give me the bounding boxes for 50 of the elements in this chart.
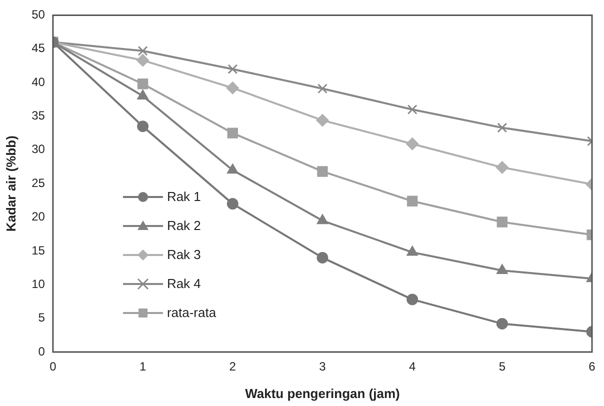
y-tick-label: 50	[32, 8, 46, 22]
y-tick-label: 20	[32, 210, 46, 224]
y-tick-label: 35	[32, 108, 46, 123]
legend-label: rata-rata	[166, 305, 216, 320]
point	[228, 64, 238, 74]
y-tick-label: 40	[32, 74, 46, 89]
point	[226, 198, 238, 210]
point	[317, 166, 328, 177]
point	[496, 216, 508, 228]
point	[496, 264, 508, 274]
point	[406, 246, 418, 256]
point	[226, 82, 239, 94]
point	[136, 54, 150, 67]
point	[496, 161, 508, 174]
point	[138, 46, 148, 56]
x-tick-label: 2	[229, 360, 236, 374]
point	[227, 164, 238, 174]
point	[406, 138, 419, 150]
point	[497, 122, 508, 133]
y-axis-title: Kadar air (%bb)	[3, 136, 18, 232]
x-tick-label: 6	[588, 360, 596, 374]
y-tick-label: 5	[38, 310, 46, 325]
point	[316, 252, 328, 264]
y-tick-label: 0	[38, 344, 46, 358]
y-tick-label: 15	[32, 243, 46, 258]
x-tick-label: 1	[139, 360, 146, 374]
x-tick-label: 5	[498, 360, 506, 374]
legend-label: Rak 3	[166, 247, 201, 262]
y-tick-label: 25	[32, 176, 46, 190]
x-axis-title: Waktu pengeringan (jam)	[245, 386, 400, 401]
point	[406, 294, 418, 306]
x-tick-label: 0	[50, 360, 57, 374]
x-tick-label: 3	[319, 360, 326, 374]
point	[137, 78, 148, 90]
point	[317, 84, 328, 94]
y-tick-label: 10	[32, 276, 46, 291]
x-tick-label: 4	[408, 360, 416, 374]
point	[407, 104, 418, 114]
point	[406, 196, 418, 206]
y-tick-label: 30	[32, 142, 46, 156]
legend-label: Rak 1	[166, 189, 201, 204]
point	[316, 114, 329, 127]
point	[137, 90, 148, 100]
point	[137, 120, 149, 132]
point	[496, 318, 508, 330]
legend-label: Rak 4	[166, 276, 201, 291]
point	[227, 128, 238, 138]
y-tick-label: 45	[32, 41, 46, 56]
legend-label: Rak 2	[166, 218, 201, 233]
point	[316, 214, 328, 224]
